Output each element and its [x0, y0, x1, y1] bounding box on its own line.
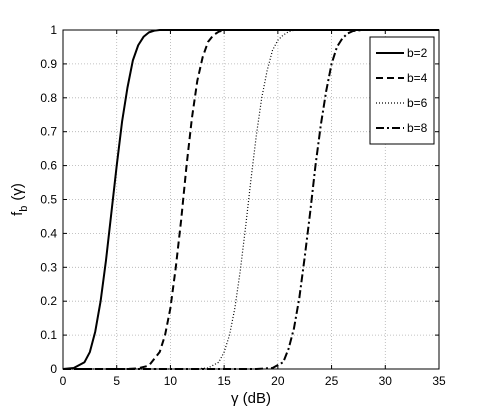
legend: b=2 b=4 b=6 b=8 — [369, 36, 435, 145]
y-tick-label: 0.8 — [40, 91, 57, 105]
legend-items: b=2 b=4 b=6 b=8 — [376, 46, 428, 135]
legend-label: b=4 — [407, 71, 428, 85]
y-axis-label: fb (γ) — [9, 183, 30, 216]
y-tick-label: 0.2 — [40, 294, 57, 308]
legend-label: b=6 — [407, 96, 428, 110]
y-tick-label: 0.5 — [40, 193, 57, 207]
series-line-b8 — [63, 29, 439, 370]
series-line-b6 — [63, 29, 439, 370]
y-tick-label: 0.7 — [40, 125, 57, 139]
y-tick-label: 0 — [50, 362, 57, 376]
x-tick-label: 20 — [271, 374, 285, 388]
x-axis-label: γ (dB) — [231, 390, 271, 407]
axis-ticks: 0 5 10 15 20 25 30 35 0 0.1 0.2 0.3 0.4 0.5 0.6 0.7 0.8 0… — [40, 23, 446, 388]
legend-label: b=2 — [407, 46, 428, 60]
y-tick-label: 0.9 — [40, 57, 57, 71]
x-tick-label: 25 — [325, 374, 339, 388]
y-axis-label-main: f — [9, 211, 26, 216]
x-tick-label: 5 — [113, 374, 120, 388]
x-tick-label: 0 — [60, 374, 67, 388]
y-tick-label: 0.4 — [40, 226, 57, 240]
series-line-b4 — [63, 29, 439, 370]
legend-label: b=8 — [407, 121, 428, 135]
y-tick-label: 1 — [50, 23, 57, 37]
x-tick-label: 30 — [379, 374, 393, 388]
y-axis-label-subscript: b — [18, 206, 30, 212]
y-tick-label: 0.6 — [40, 159, 57, 173]
x-tick-label: 35 — [432, 374, 446, 388]
y-tick-label: 0.3 — [40, 260, 57, 274]
y-axis-label-paren: (γ) — [9, 183, 26, 201]
x-tick-label: 15 — [217, 374, 231, 388]
x-tick-label: 10 — [164, 374, 178, 388]
y-tick-label: 0.1 — [40, 328, 57, 342]
series-lines — [62, 29, 439, 370]
legend-box — [369, 36, 435, 145]
